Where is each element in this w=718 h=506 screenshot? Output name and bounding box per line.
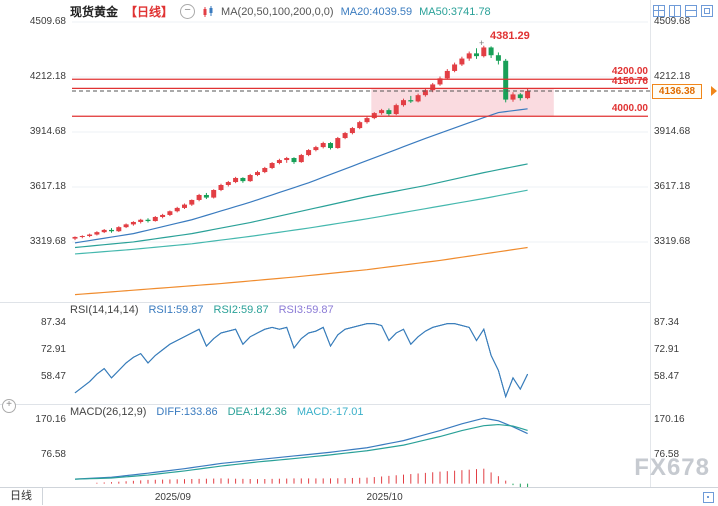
tab-daily[interactable]: 日线 bbox=[0, 488, 43, 505]
layout-cols-icon[interactable] bbox=[669, 5, 681, 17]
time-axis-bar: 日线 bbox=[0, 487, 718, 506]
support-label-4000: 4000.00 bbox=[611, 103, 648, 114]
chart-header: 现货黄金 【日线】 − MA(20,50,100,200,0,0) MA20:4… bbox=[70, 3, 491, 20]
current-price-badge[interactable]: 4136.38 bbox=[652, 84, 702, 99]
peak-price-label: 4381.29 bbox=[490, 30, 530, 42]
bottom-settings-icon[interactable] bbox=[703, 492, 714, 503]
scroll-latest-icon[interactable] bbox=[711, 86, 717, 96]
candlestick-icon[interactable] bbox=[202, 5, 214, 18]
rsi1-value-label: RSI1:59.87 bbox=[148, 304, 204, 316]
layout-toolbar bbox=[653, 5, 713, 17]
layout-single-icon[interactable] bbox=[701, 5, 713, 17]
rsi3-value-label: RSI3:59.87 bbox=[278, 304, 334, 316]
ma50-value-label: MA50:3741.78 bbox=[419, 5, 491, 18]
panel-separator bbox=[0, 302, 650, 303]
rsi-header: RSI(14,14,14) RSI1:59.87 RSI2:59.87 RSI3… bbox=[70, 304, 334, 316]
price-axis-border bbox=[650, 0, 651, 488]
macd-settings-label: MACD(26,12,9) bbox=[70, 406, 147, 418]
layout-grid-icon[interactable] bbox=[653, 5, 665, 17]
resistance-label-4200: 4200.00 bbox=[611, 66, 648, 77]
resistance-label-4150: 4150.76 bbox=[611, 76, 648, 87]
peak-marker-icon: + bbox=[479, 38, 485, 48]
panel-separator bbox=[0, 404, 650, 405]
rsi-settings-label: RSI(14,14,14) bbox=[70, 304, 139, 316]
ma-settings-label: MA(20,50,100,200,0,0) bbox=[221, 5, 334, 18]
rsi2-value-label: RSI2:59.87 bbox=[213, 304, 269, 316]
diff-value-label: DIFF:133.86 bbox=[156, 406, 218, 418]
watermark: FX678 bbox=[634, 454, 710, 481]
symbol-name: 现货黄金 bbox=[70, 5, 119, 19]
dea-value-label: DEA:142.36 bbox=[227, 406, 287, 418]
ma20-value-label: MA20:4039.59 bbox=[340, 5, 413, 18]
collapse-icon[interactable]: − bbox=[180, 4, 196, 19]
period-label: 【日线】 bbox=[125, 5, 174, 19]
macd-header: MACD(26,12,9) DIFF:133.86 DEA:142.36 MAC… bbox=[70, 406, 364, 418]
macd-value-label: MACD:-17.01 bbox=[296, 406, 364, 418]
indicator-settings-icon[interactable]: + bbox=[2, 399, 16, 413]
layout-rows-icon[interactable] bbox=[685, 5, 697, 17]
